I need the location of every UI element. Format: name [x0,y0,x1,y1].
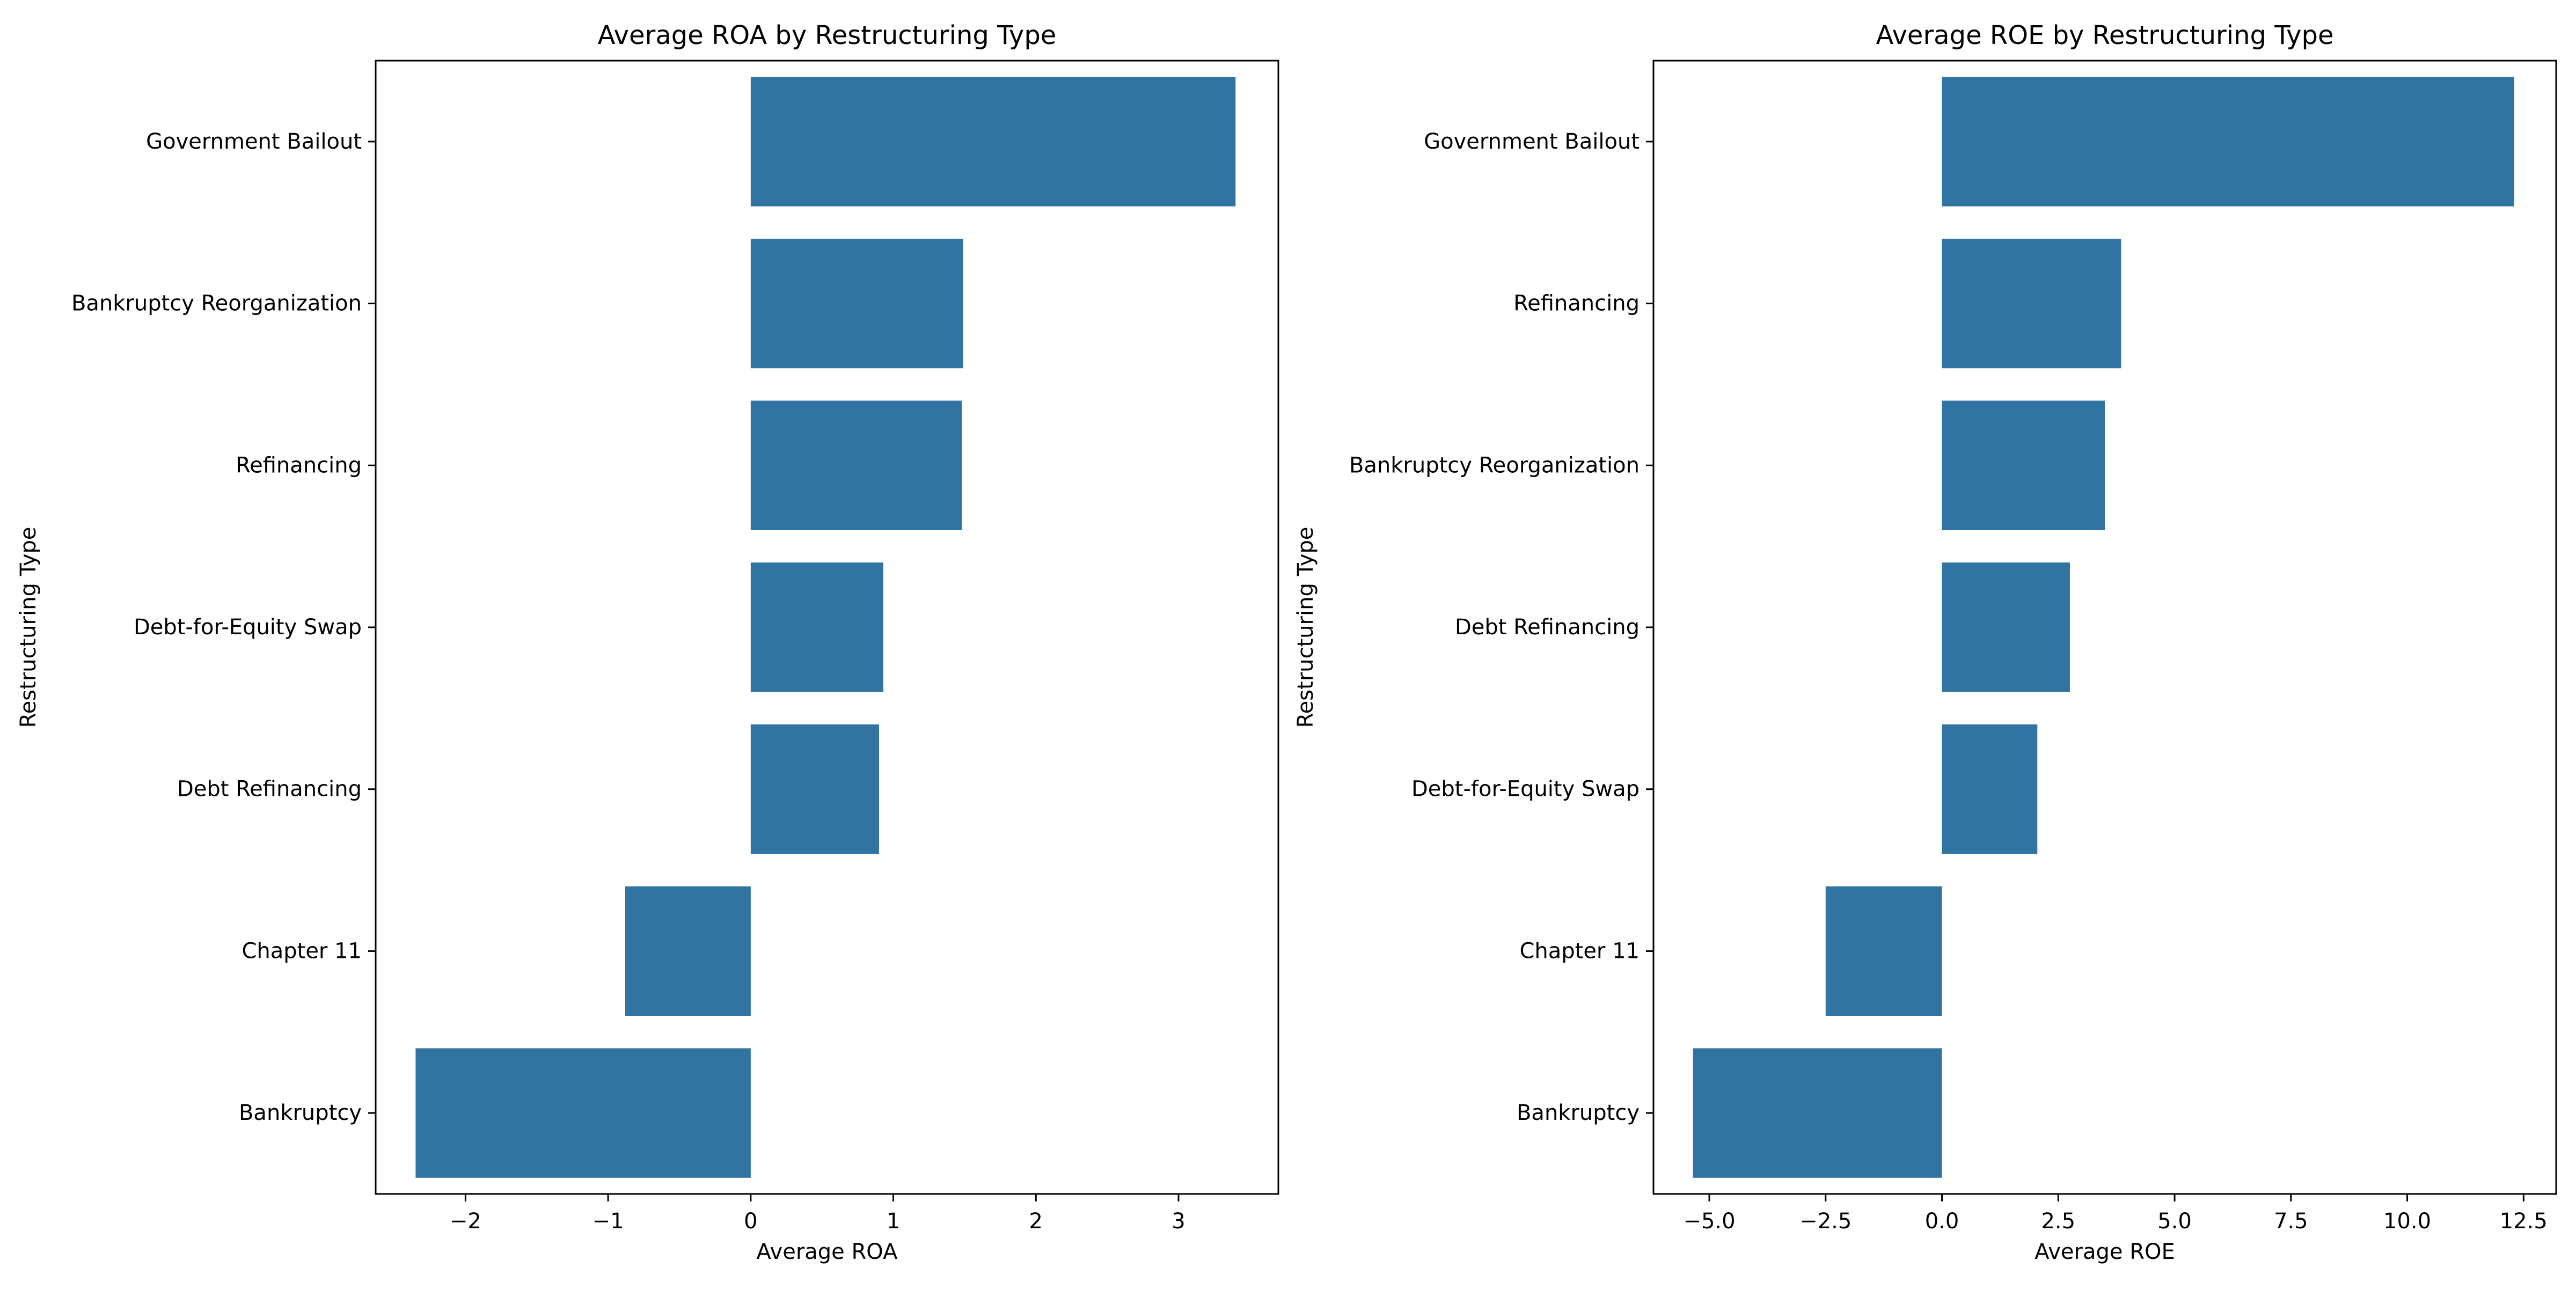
roe-category-label: Debt-for-Equity Swap [1411,777,1640,802]
roa-bar [625,886,751,1016]
roa-x-tick-label: 2 [1029,1209,1043,1234]
roa-category-label: Chapter 11 [241,939,362,963]
roa-x-tick-label: 3 [1172,1209,1185,1234]
roe-category-label: Refinancing [1513,291,1640,316]
roe-category-label: Bankruptcy Reorganization [1349,453,1640,478]
roe-category-label: Government Bailout [1424,129,1640,154]
roe-bar [1693,1048,1942,1178]
roe-category-label: Bankruptcy [1517,1101,1640,1125]
roa-plot-frame [375,60,1279,1195]
roa-chart-title: Average ROA by Restructuring Type [598,20,1057,50]
roe-x-tick-label: 10.0 [2383,1209,2431,1234]
roe-x-tick-label: 7.5 [2274,1209,2308,1234]
roe-chart-title: Average ROE by Restructuring Type [1876,20,2333,50]
roa-bar [750,77,1236,207]
roa-panel: Government Bailout Bankruptcy Reorganizat… [16,20,1279,1264]
roa-y-axis-label: Restructuring Type [16,527,41,728]
roe-x-axis-label: Average ROE [2035,1240,2175,1264]
roa-category-label: Bankruptcy [239,1101,362,1125]
roe-bar [1942,562,2070,692]
roa-category-label: Bankruptcy Reorganization [71,291,362,316]
roa-category-label: Government Bailout [146,129,362,154]
roe-x-tick-label: 5.0 [2157,1209,2192,1234]
roa-x-tick-label: −1 [592,1209,624,1234]
roa-bar [750,562,883,692]
roe-bar [1825,886,1942,1016]
roe-x-tick-label: −5.0 [1683,1209,1735,1234]
roa-category-label: Debt Refinancing [177,777,362,802]
roa-category-label: Debt-for-Equity Swap [134,615,362,640]
roa-x-tick-label: −2 [450,1209,481,1234]
roe-bar [1942,400,2105,530]
roa-bar [750,724,879,854]
roa-x-tick-label: 0 [744,1209,757,1234]
roe-x-tick-label: 12.5 [2500,1209,2548,1234]
roa-bar [750,238,963,369]
roa-category-label: Refinancing [236,453,362,478]
roa-bar [750,400,962,530]
roa-x-axis-label: Average ROA [757,1240,898,1264]
roe-category-label: Debt Refinancing [1455,615,1640,640]
roe-y-axis-label: Restructuring Type [1293,527,1318,728]
roe-x-tick-label: −2.5 [1799,1209,1851,1234]
roe-panel: Government Bailout Refinancing Bankruptcy … [1293,20,2557,1264]
roe-bar [1942,238,2121,369]
roe-x-tick-label: 2.5 [2041,1209,2075,1234]
roa-bar [415,1048,751,1178]
roe-bar [1942,724,2038,854]
roe-bar [1942,77,2514,207]
roe-plot-frame [1652,60,2557,1195]
roe-x-tick-label: 0.0 [1925,1209,1959,1234]
roe-category-label: Chapter 11 [1519,939,1640,963]
roa-x-tick-label: 1 [887,1209,900,1234]
